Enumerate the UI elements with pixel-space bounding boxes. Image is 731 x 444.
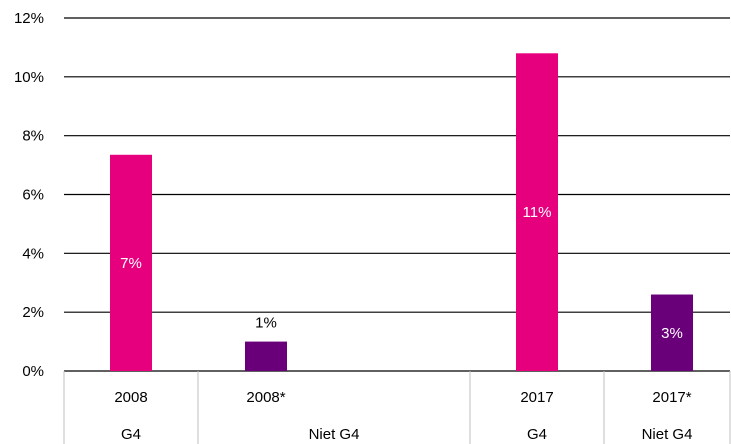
data-label: 3% (661, 325, 683, 342)
bar (516, 53, 558, 372)
x-group-label: Niet G4 (309, 426, 360, 443)
data-label: 7% (120, 255, 142, 272)
bar (110, 154, 152, 371)
bar (651, 294, 693, 371)
data-label: 1% (255, 315, 277, 332)
x-category-label: 2017 (520, 389, 553, 406)
x-group-label: Niet G4 (642, 426, 693, 443)
y-tick-label: 10% (14, 69, 44, 86)
x-axis-categories: 2008 G4 2008* Niet G4 2017 G4 2017* Niet G4 (63, 371, 731, 444)
gridlines (64, 17, 730, 372)
x-group-label: G4 (527, 426, 547, 443)
y-tick-label: 12% (14, 10, 44, 27)
y-axis-ticks: 0% 2% 4% 6% 8% 10% 12% (14, 10, 44, 380)
x-group-label: G4 (121, 426, 141, 443)
bar (245, 341, 287, 371)
x-category-label: 2017* (652, 389, 691, 406)
y-tick-label: 8% (22, 128, 44, 145)
x-category-label: 2008* (246, 389, 285, 406)
x-category-label: 2008 (114, 389, 147, 406)
y-tick-label: 6% (22, 187, 44, 204)
y-tick-label: 2% (22, 304, 44, 321)
data-labels: 7% 1% 11% 3% (120, 204, 683, 342)
y-tick-label: 0% (22, 363, 44, 380)
data-label: 11% (523, 204, 552, 221)
bars (110, 53, 693, 372)
y-tick-label: 4% (22, 245, 44, 262)
